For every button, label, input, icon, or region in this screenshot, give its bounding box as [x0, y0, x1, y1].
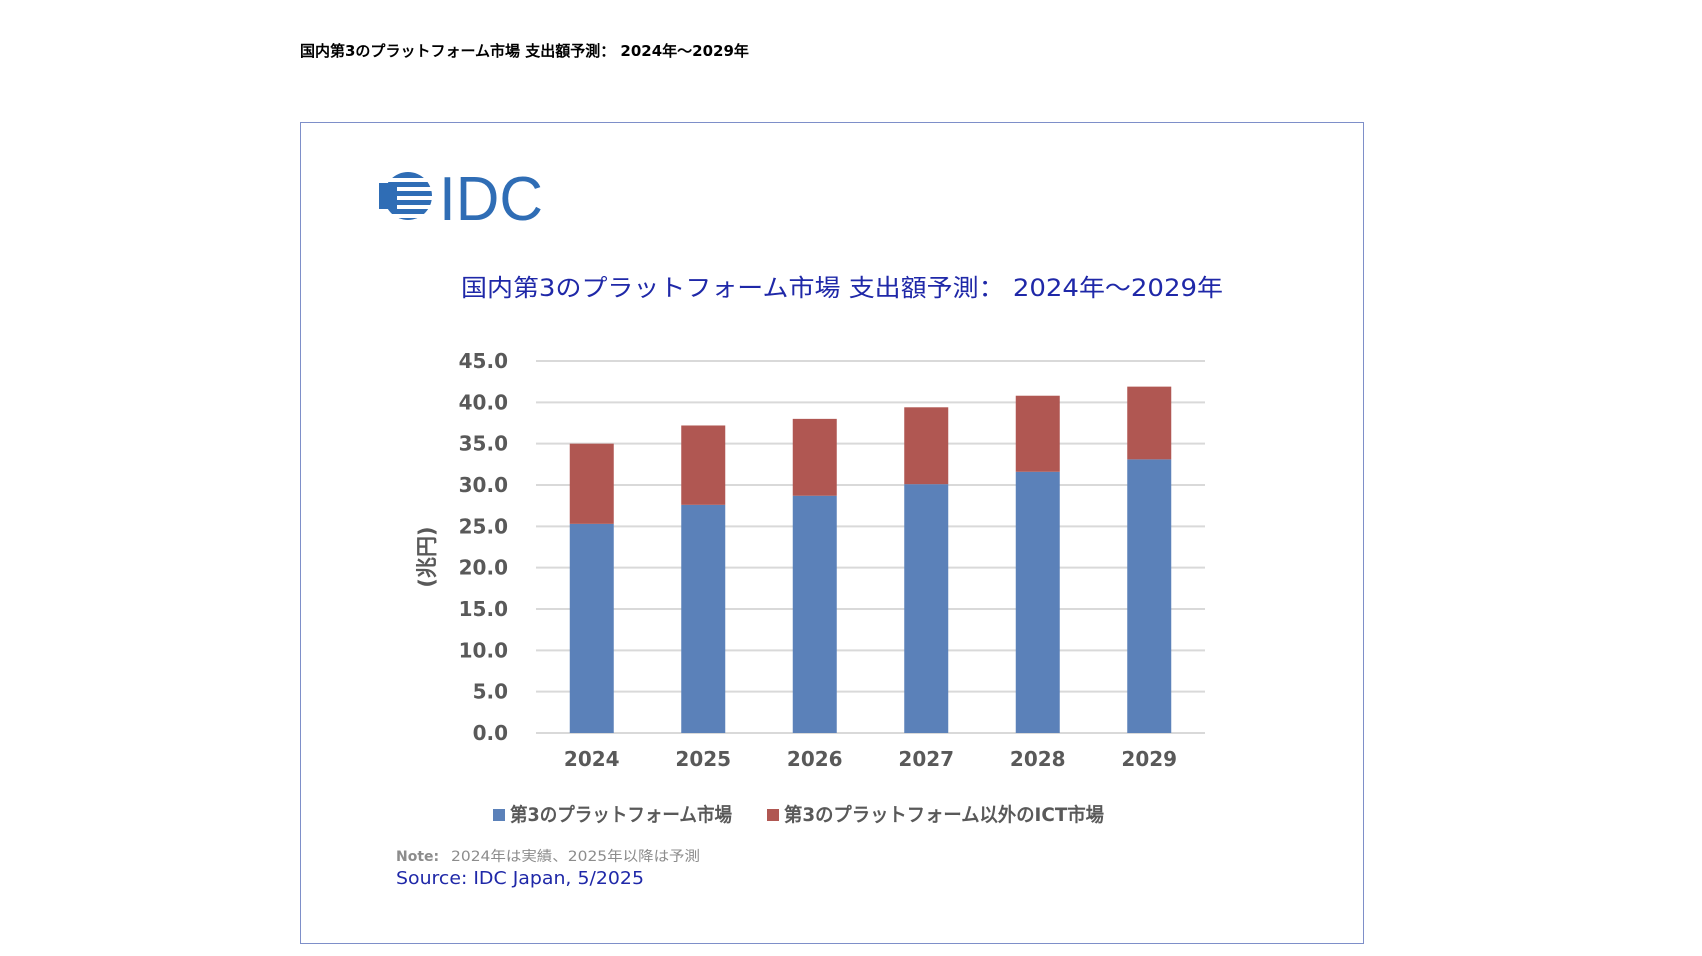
x-axis-ticks: 2024 2025 2026 2027 2028 2029 — [564, 747, 1177, 771]
y-tick-label: 10.0 — [459, 638, 508, 662]
y-tick-label: 5.0 — [473, 680, 508, 704]
bar-segment-series-2 — [792, 418, 837, 496]
bar-segment-series-1 — [569, 523, 614, 733]
bar-segment-series-2 — [681, 425, 726, 505]
legend-swatch-series-1 — [493, 809, 505, 821]
y-tick-label: 15.0 — [459, 597, 508, 621]
x-tick-label: 2028 — [1010, 747, 1066, 771]
bar-segment-series-1 — [1127, 459, 1172, 733]
bar-segment-series-2 — [569, 443, 614, 524]
note-label: Note: — [396, 849, 439, 865]
y-tick-label: 35.0 — [459, 432, 508, 456]
x-tick-label: 2027 — [898, 747, 954, 771]
bar-segment-series-1 — [681, 504, 726, 733]
bar-segment-series-1 — [792, 495, 837, 733]
globe-icon — [379, 172, 439, 220]
legend-label-series-2: 第3のプラットフォーム以外のICT市場 — [784, 803, 1104, 826]
gridlines — [536, 360, 1205, 734]
idc-logo-text: IDC — [439, 165, 543, 234]
bar-segment-series-2 — [1127, 386, 1172, 460]
figure-frame: IDC 国内第3のプラットフォーム市場 支出額予測： 2024年～2029年 0… — [300, 122, 1364, 944]
y-tick-label: 40.0 — [459, 390, 508, 414]
bar-segment-series-1 — [1015, 471, 1060, 733]
y-tick-label: 0.0 — [473, 721, 508, 745]
y-axis-ticks: 0.0 5.0 10.0 15.0 20.0 25.0 30.0 35.0 40.0 45.0 — [459, 349, 508, 745]
x-tick-label: 2026 — [787, 747, 843, 771]
legend-swatch-series-2 — [767, 809, 779, 821]
bars — [569, 386, 1172, 733]
x-tick-label: 2029 — [1121, 747, 1177, 771]
y-axis-label: (兆円) — [415, 526, 439, 587]
idc-logo: IDC — [379, 165, 543, 234]
y-tick-label: 20.0 — [459, 556, 508, 580]
bar-segment-series-2 — [1015, 395, 1060, 472]
page-heading: 国内第3のプラットフォーム市場 支出額予測： 2024年～2029年 — [300, 42, 749, 60]
x-tick-label: 2025 — [675, 747, 731, 771]
note-text: 2024年は実績、2025年以降は予測 — [451, 849, 700, 865]
chart-figure: IDC 国内第3のプラットフォーム市場 支出額予測： 2024年～2029年 0… — [379, 165, 1223, 889]
chart-title: 国内第3のプラットフォーム市場 支出額予測： 2024年～2029年 — [461, 274, 1223, 302]
x-tick-label: 2024 — [564, 747, 620, 771]
y-tick-label: 25.0 — [459, 514, 508, 538]
y-tick-label: 30.0 — [459, 473, 508, 497]
source-text: Source: IDC Japan, 5/2025 — [396, 868, 644, 889]
y-tick-label: 45.0 — [459, 349, 508, 373]
legend: 第3のプラットフォーム市場 第3のプラットフォーム以外のICT市場 — [493, 803, 1104, 826]
bar-segment-series-2 — [904, 407, 949, 485]
legend-label-series-1: 第3のプラットフォーム市場 — [510, 803, 732, 826]
bar-segment-series-1 — [904, 484, 949, 733]
